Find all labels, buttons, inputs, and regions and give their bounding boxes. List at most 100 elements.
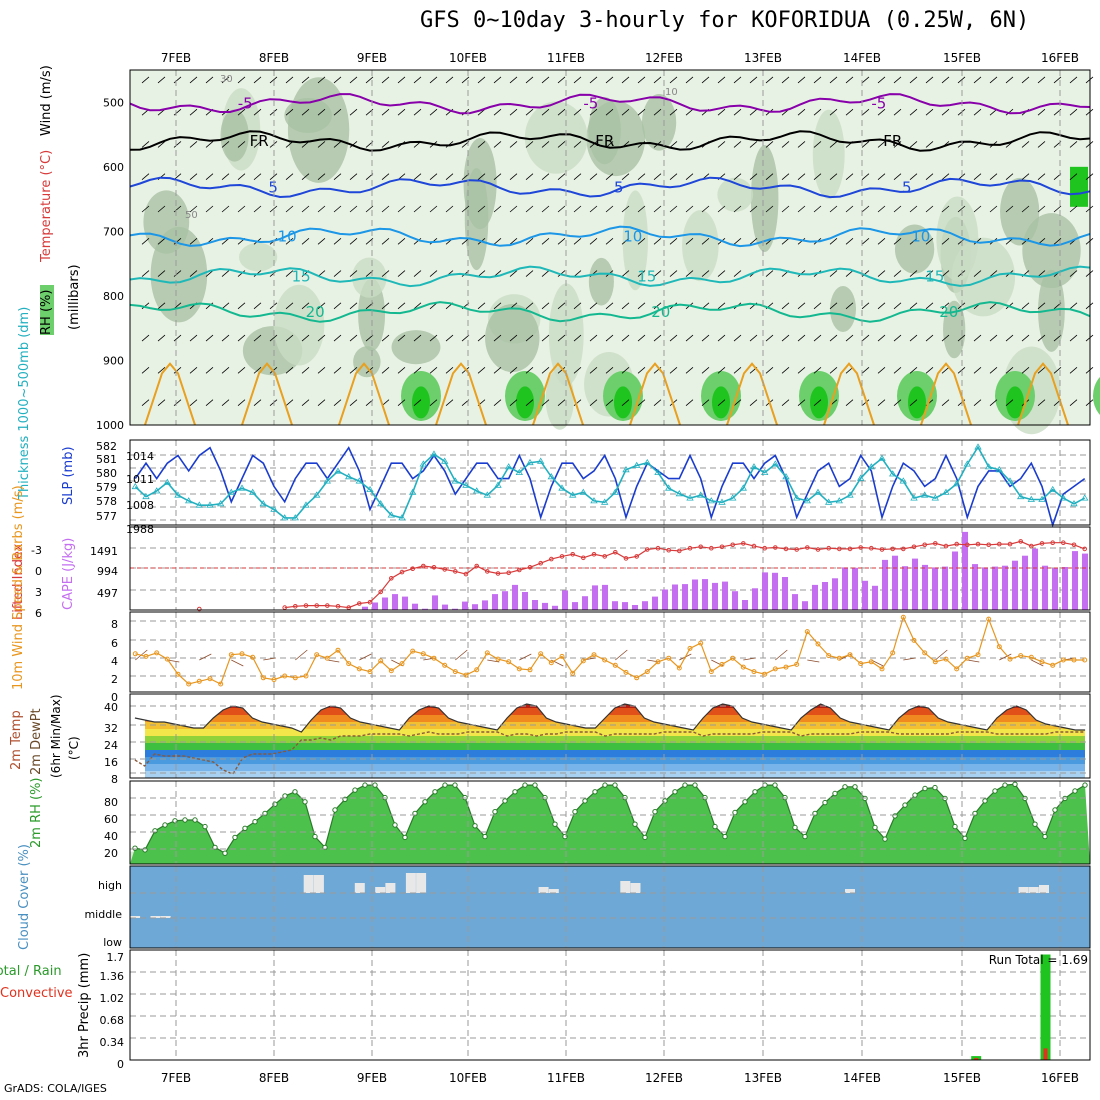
rh2m-point <box>592 789 598 795</box>
thickness-point <box>632 461 641 468</box>
lifted-index-point <box>1082 546 1087 552</box>
wind-barb <box>701 205 710 213</box>
wind-barb <box>605 237 614 245</box>
wind-barb <box>861 205 870 213</box>
lifted-index-line <box>284 540 1085 609</box>
rh-contour-area <box>485 303 540 373</box>
wind-barb <box>413 399 422 406</box>
wind-barb <box>653 108 662 116</box>
rh2m-point <box>612 782 618 788</box>
rh2m-point <box>922 785 928 792</box>
wind-barb <box>205 302 214 310</box>
wind-speed-point <box>580 658 586 664</box>
cape-bar <box>802 601 808 610</box>
cape-bar <box>712 582 718 610</box>
wind-barb <box>237 270 246 277</box>
wind-barb <box>749 205 758 213</box>
wind-barb <box>669 141 678 148</box>
wind-barb <box>685 367 694 374</box>
ylabel-celsius: (°C) <box>67 736 81 760</box>
temp-line <box>134 703 1086 733</box>
rh-contour-area <box>391 330 441 365</box>
rh2m-point <box>282 793 288 799</box>
rh2m-point <box>162 822 168 828</box>
isotherm-label: 5 <box>614 178 624 196</box>
wind-barb <box>509 108 518 116</box>
wind-barb <box>221 173 230 181</box>
wind-barb <box>381 367 390 374</box>
wind-barb <box>733 270 742 277</box>
y-tick-label-wind: 6 <box>111 637 118 650</box>
cloud-background <box>130 866 1090 948</box>
wind-barb <box>285 270 294 277</box>
y-tick-label-slp: 1988 <box>126 523 154 536</box>
wind-barb <box>445 205 454 213</box>
thickness-point <box>227 488 236 495</box>
rh2m-point <box>502 798 508 804</box>
wind-barb <box>269 173 278 181</box>
rh2m-point <box>232 834 238 841</box>
wind-barb <box>1069 141 1078 148</box>
rh2m-point <box>552 821 558 827</box>
wind-barb <box>333 205 342 213</box>
wind-barb <box>445 334 454 342</box>
cape-bar <box>672 584 678 610</box>
thickness-point <box>611 488 620 495</box>
wind-speed-point <box>932 659 938 665</box>
wind-barb <box>333 237 342 245</box>
wind-barb <box>1037 108 1046 116</box>
wind-barb-10m <box>359 653 372 661</box>
wind-barb-10m <box>615 649 628 661</box>
thickness-point <box>718 498 726 505</box>
wind-barb <box>141 270 150 277</box>
thickness-point <box>707 497 716 504</box>
wind-barb <box>493 76 502 84</box>
wind-barb <box>781 302 790 310</box>
thickness-point <box>238 484 246 491</box>
wind-barb <box>669 270 678 277</box>
wind-barb <box>525 270 534 277</box>
wind-barb <box>797 237 806 245</box>
wind-barb <box>525 399 534 406</box>
wind-barb <box>1021 237 1030 245</box>
wind-barb <box>701 76 710 84</box>
y-tick-label-precip: 0.68 <box>100 1014 125 1027</box>
thickness-point <box>846 491 854 498</box>
wind-barb-10m <box>743 657 756 661</box>
cape-bar <box>552 605 558 610</box>
wind-barb <box>653 237 662 245</box>
wind-barb <box>221 76 230 84</box>
cape-bar <box>992 566 998 610</box>
wind-speed-point <box>783 664 789 670</box>
wind-barb <box>285 108 294 116</box>
rh-very-high-area <box>810 386 828 419</box>
wind-barb <box>573 237 582 245</box>
wind-barb <box>877 173 886 181</box>
precip-convective-bar <box>1043 1048 1048 1060</box>
wind-barb <box>589 334 598 342</box>
cape-bar <box>982 567 988 610</box>
wind-barb <box>349 334 358 342</box>
wind-barb <box>557 108 566 116</box>
wind-barb <box>493 173 502 181</box>
wind-barb <box>237 141 246 148</box>
rh-contour-area <box>588 257 614 306</box>
wind-speed-point <box>154 650 160 656</box>
wind-barb <box>493 367 502 374</box>
wind-barb <box>685 334 694 342</box>
y-tick-label-rh2m: 60 <box>104 813 118 826</box>
wind-speed-point <box>239 651 245 657</box>
thickness-point <box>984 463 993 470</box>
wind-barb <box>349 173 358 181</box>
wind-barb <box>205 334 214 342</box>
rh2m-point <box>252 819 258 825</box>
isotherm-label: FR <box>883 132 902 150</box>
isotherm-label: -5 <box>583 95 598 113</box>
wind-speed-point <box>527 667 533 673</box>
wind-barb <box>237 367 246 374</box>
convection-contour <box>920 362 972 426</box>
wind-speed-point <box>271 677 277 683</box>
wind-barb <box>621 237 630 245</box>
wind-barb <box>909 141 918 148</box>
wind-barb <box>221 302 230 310</box>
